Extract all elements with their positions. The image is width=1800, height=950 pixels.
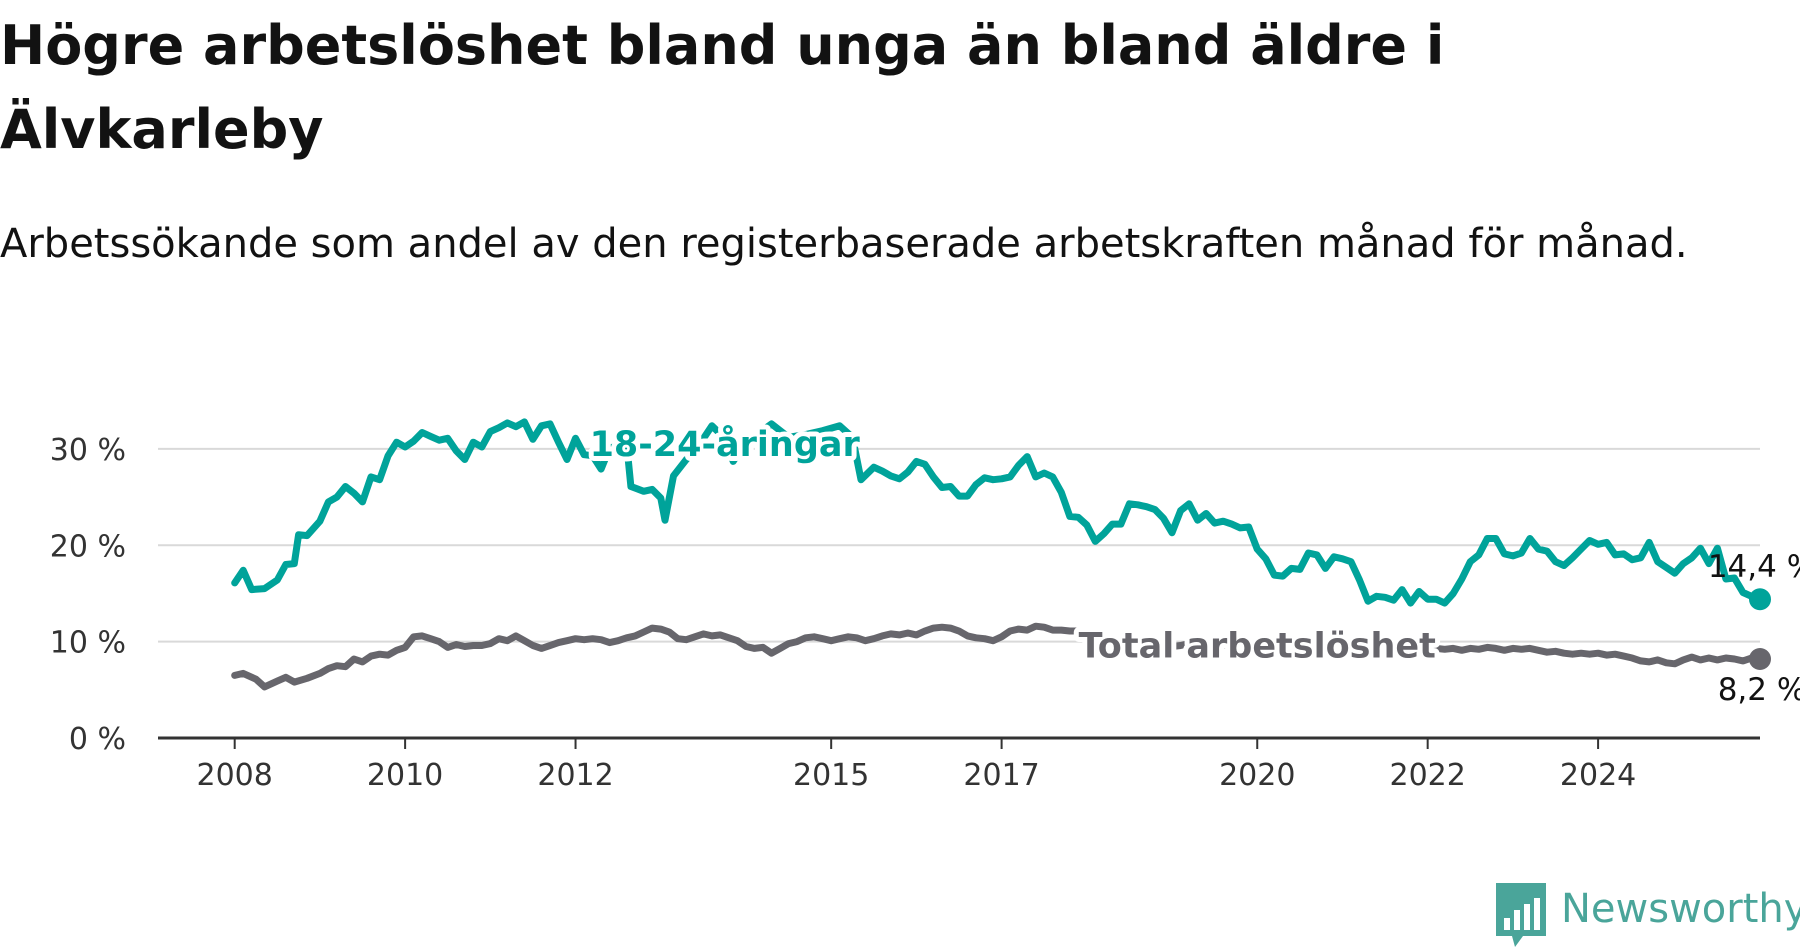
x-tick-label: 2015 [793,758,869,793]
x-tick-label: 2012 [537,758,613,793]
y-axis-ticks: 0 % 10 % 20 % 30 % [50,433,126,757]
series-name-halo: 18-24-åringar [590,424,861,465]
series-layer [231,418,1771,691]
y-tick-label: 10 % [50,626,126,661]
x-axis-ticks: 2008 2010 2012 2015 2017 2020 2022 2024 [197,738,1636,793]
end-value-label: 8,2 % [1718,672,1800,708]
line-chart: 0 % 10 % 20 % 30 % 2008 2010 2012 2015 2017 2020… [50,418,1800,793]
series-name-halo: Total arbetslöshet [1079,626,1436,666]
brand-name: Newsworthy [1561,886,1800,932]
end-point-marker [1749,647,1771,670]
y-tick-label: 30 % [50,433,126,468]
series-line-young [231,418,1764,607]
end-value-label: 14,4 % [1708,549,1800,585]
x-tick-label: 2008 [197,758,273,793]
x-tick-label: 2010 [367,758,443,793]
series-name-label: Total arbetslöshet [1079,626,1436,666]
series-name-label: 18-24-åringar [590,424,861,465]
x-tick-label: 2020 [1219,758,1295,793]
series-line-total [231,622,1764,691]
y-tick-label: 20 % [50,529,126,564]
x-tick-label: 2024 [1560,758,1636,793]
x-tick-label: 2017 [963,758,1039,793]
chart-subtitle: Arbetssökande som andel av den registerb… [0,221,1688,267]
x-tick-label: 2022 [1389,758,1465,793]
y-tick-label: 0 % [69,722,126,757]
gridlines [158,447,1760,740]
end-point-marker [1749,588,1771,611]
labels-layer: 14,4 %8,2 %18-24-åringar18-24-åringarTot… [585,419,1800,708]
newsworthy-logo-icon [1496,883,1546,947]
chart-title: Högre arbetslöshet bland unga än bland ä… [0,14,1445,161]
